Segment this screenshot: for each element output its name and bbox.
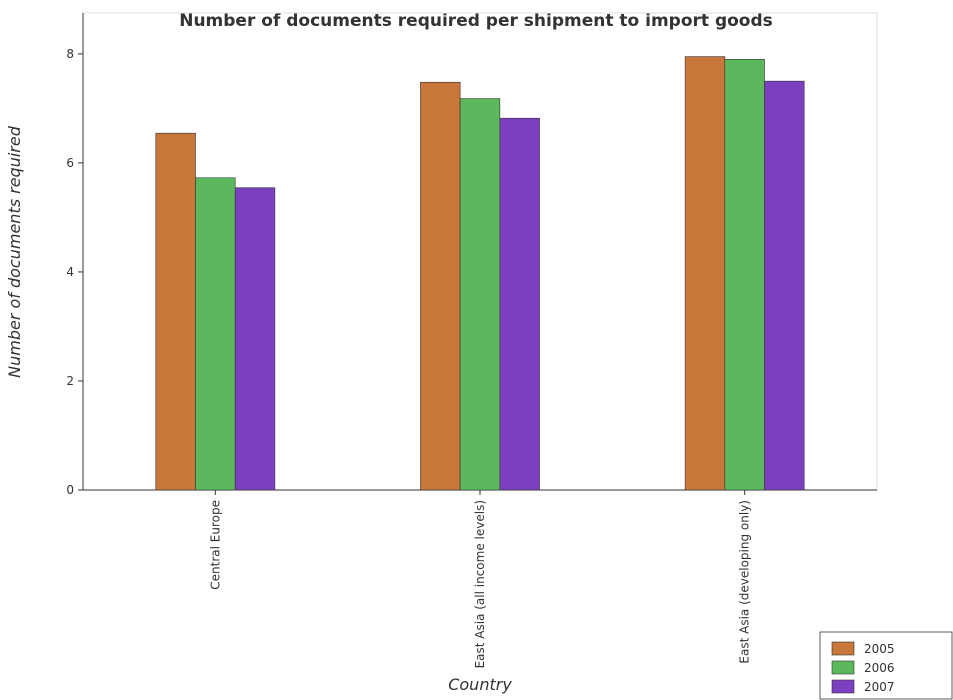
bar [764,80,805,491]
legend-swatch [831,641,855,656]
legend-label: 2005 [864,642,895,656]
bar [684,56,726,491]
legend-swatch [831,679,855,694]
bar [195,177,236,491]
y-tick-label: 2 [66,374,74,388]
bar [155,132,196,491]
y-tick-label: 6 [66,156,74,170]
y-tick-label: 4 [66,265,74,279]
x-tick-label: East Asia (all income levels) [473,500,487,668]
bar [459,98,501,491]
y-tick-label: 0 [66,483,74,497]
x-tick-label: East Asia (developing only) [738,500,752,664]
y-axis-title: Number of documents required [5,125,24,378]
chart-title: Number of documents required per shipmen… [179,11,773,31]
x-tick-label: Central Europe [208,500,222,590]
legend-label: 2007 [864,680,895,694]
y-tick-label: 8 [66,47,74,61]
x-axis-title: Country [448,675,512,694]
bar [234,187,276,491]
legend-swatch [831,660,855,675]
legend-label: 2006 [864,661,895,675]
bar [420,81,461,491]
bar [499,117,540,491]
bar [724,59,765,491]
